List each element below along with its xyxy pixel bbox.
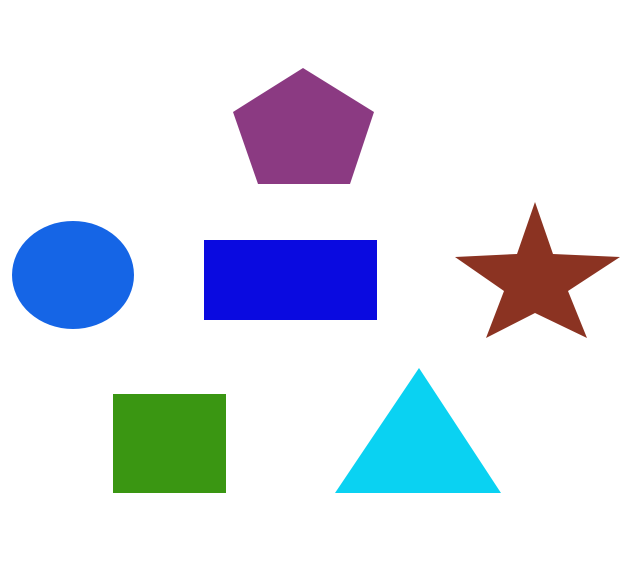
pentagon-shape xyxy=(233,68,374,184)
circle-shape xyxy=(12,221,134,329)
rectangle-shape xyxy=(204,240,377,320)
square-shape xyxy=(113,394,226,493)
star-shape xyxy=(455,202,620,338)
triangle-shape xyxy=(335,368,501,493)
